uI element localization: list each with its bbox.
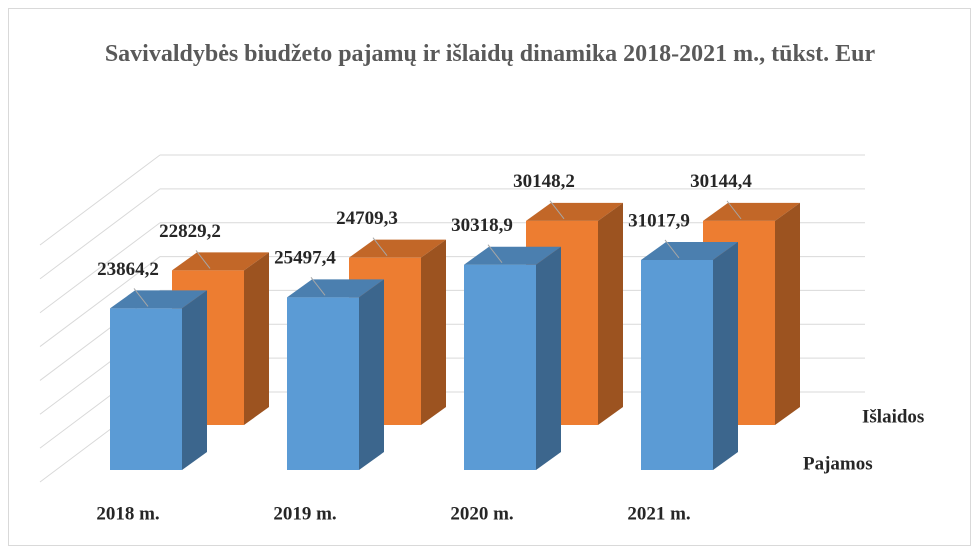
x-tick-label: 2019 m. (273, 503, 336, 524)
bar-top (287, 279, 384, 298)
data-label: 30148,2 (513, 171, 575, 192)
bar-top (110, 290, 207, 309)
bar-top (526, 202, 623, 221)
leader-line (133, 288, 149, 307)
x-tick-label: 2018 m. (96, 503, 159, 524)
bar-front (464, 264, 536, 470)
leader-line (195, 250, 211, 269)
bar-side (421, 239, 446, 425)
leader-line (372, 237, 388, 256)
bar-front (110, 308, 182, 470)
data-label: 30318,9 (451, 215, 513, 236)
bar-top (703, 202, 800, 221)
grid-line (39, 256, 161, 347)
series-label: Pajamos (803, 453, 873, 474)
data-label: 22829,2 (159, 221, 221, 242)
data-label: 30144,4 (690, 171, 752, 192)
bar-top (172, 252, 269, 271)
bar-top (641, 241, 738, 260)
chart-border (8, 8, 971, 546)
bar-side (244, 252, 269, 425)
data-label: 31017,9 (628, 210, 690, 231)
data-label: 23864,2 (97, 259, 159, 280)
grid-line (39, 188, 161, 280)
leader-line (664, 239, 680, 259)
bar-side (359, 279, 384, 470)
x-tick-label: 2021 m. (627, 503, 690, 524)
bar-top (464, 246, 561, 265)
bar-top (349, 239, 446, 258)
leader-line (726, 200, 742, 220)
grid-line (39, 154, 161, 246)
bar-side (536, 246, 561, 470)
chart-title: Savivaldybės biudžeto pajamų ir išlaidų … (104, 41, 876, 67)
leader-line (487, 244, 503, 264)
data-label: 25497,4 (274, 248, 336, 269)
grid-line (39, 222, 161, 314)
bar-side (775, 202, 800, 425)
x-tick-label: 2020 m. (450, 503, 513, 524)
leader-line (310, 277, 326, 296)
bar-side (598, 202, 623, 425)
series-label: Išlaidos (862, 406, 924, 427)
leader-line (549, 200, 565, 220)
data-label: 24709,3 (336, 208, 398, 229)
bar-front (287, 297, 359, 470)
bar-side (713, 241, 738, 470)
bar-front (641, 259, 713, 470)
bar-side (182, 290, 207, 470)
